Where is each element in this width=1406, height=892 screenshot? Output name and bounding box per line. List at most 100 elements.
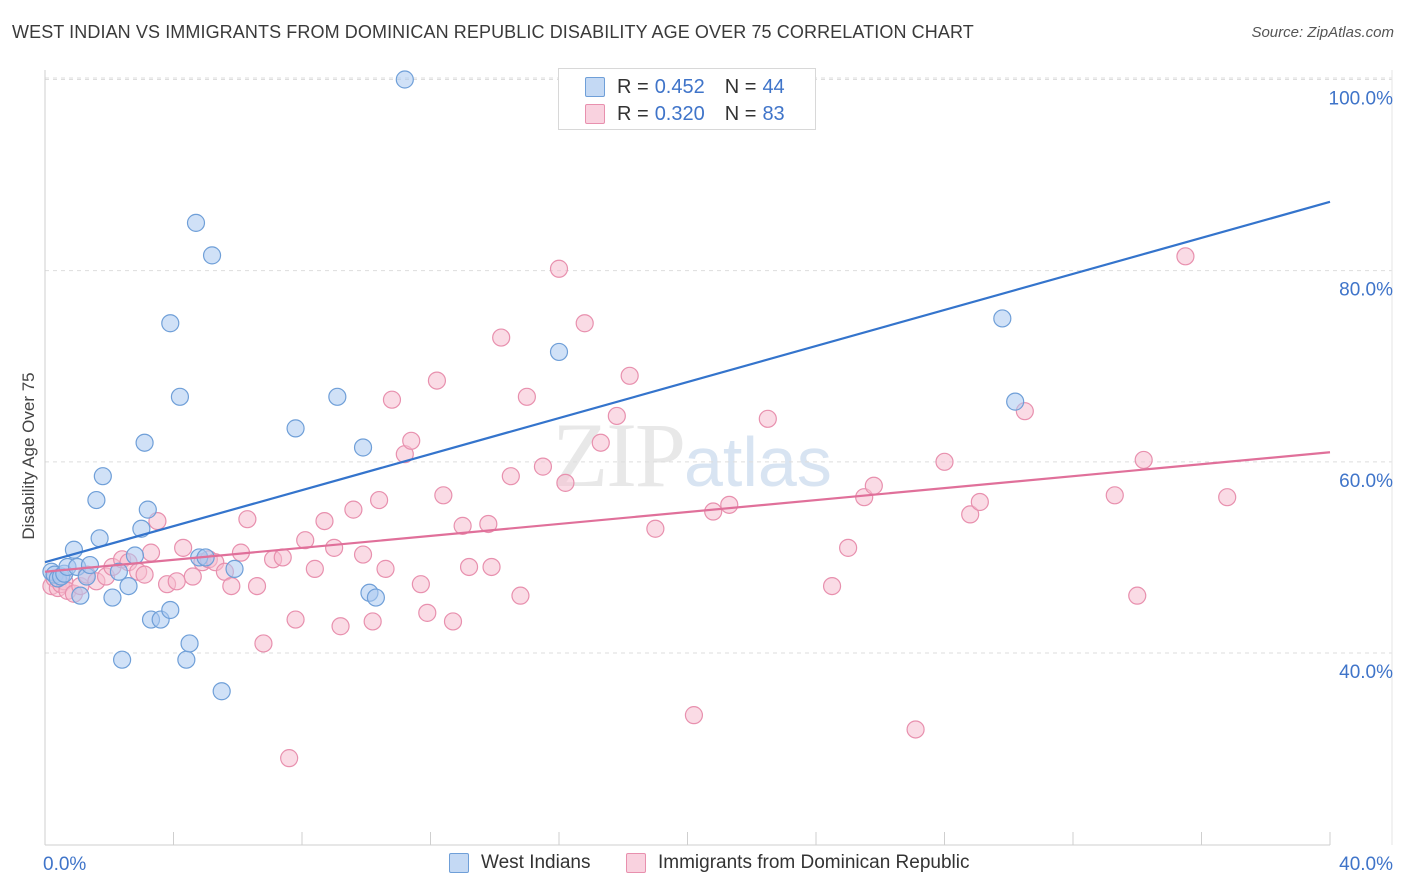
point-dominican: [331, 617, 350, 636]
point-dominican: [459, 557, 479, 577]
point-dominican: [517, 387, 536, 406]
point-dominican: [286, 610, 305, 629]
legend-swatch-blue: [585, 77, 605, 97]
point-dominican: [501, 467, 520, 486]
point-dominican: [411, 575, 430, 594]
point-west-indians: [125, 546, 145, 565]
legend-n-value: 44: [762, 75, 785, 98]
point-dominican: [183, 567, 202, 586]
point-dominican: [427, 371, 447, 390]
y-tick-label: 60.0%: [1339, 471, 1393, 492]
point-dominican: [376, 559, 395, 578]
point-west-indians: [212, 682, 231, 701]
point-dominican: [758, 409, 777, 428]
point-dominican: [418, 603, 437, 622]
point-dominican: [1134, 450, 1153, 470]
point-west-indians: [328, 387, 347, 406]
point-dominican: [402, 431, 421, 450]
grid-lines: [45, 77, 1392, 654]
point-dominican: [273, 548, 292, 567]
point-dominican: [254, 634, 273, 653]
point-dominican: [247, 576, 267, 596]
point-west-indians: [286, 419, 305, 438]
point-dominican: [646, 519, 665, 538]
point-west-indians: [395, 70, 414, 89]
data-points: [42, 70, 1237, 768]
point-west-indians: [170, 387, 190, 406]
point-dominican: [575, 314, 594, 333]
point-dominican: [533, 457, 553, 476]
point-west-indians: [135, 433, 154, 452]
point-dominican: [434, 486, 453, 505]
point-west-indians: [119, 576, 138, 596]
legend-swatch-pink: [626, 853, 646, 873]
point-dominican: [363, 612, 382, 631]
point-west-indians: [366, 588, 385, 607]
point-dominican: [479, 514, 498, 534]
point-dominican: [443, 612, 463, 631]
legend-n-value: 83: [762, 102, 785, 125]
point-dominican: [970, 492, 989, 512]
point-dominican: [135, 565, 154, 584]
x-tick-label: 0.0%: [43, 854, 86, 875]
point-dominican: [344, 500, 363, 519]
legend-item-dominican: Immigrants from Dominican Republic: [626, 852, 970, 874]
point-dominican: [174, 538, 193, 557]
point-dominican: [353, 545, 373, 564]
point-west-indians: [109, 562, 128, 581]
point-dominican: [864, 476, 883, 495]
point-dominican: [511, 586, 530, 605]
point-dominican: [167, 572, 186, 591]
point-dominican: [620, 366, 639, 385]
point-west-indians: [993, 309, 1012, 328]
point-dominican: [591, 433, 610, 452]
point-west-indians: [87, 490, 106, 510]
point-west-indians: [80, 555, 100, 575]
point-west-indians: [93, 467, 112, 486]
point-dominican: [1128, 586, 1147, 605]
point-west-indians: [225, 559, 244, 578]
point-dominican: [906, 720, 925, 739]
point-dominican: [839, 538, 858, 557]
point-dominican: [704, 502, 723, 521]
point-dominican: [822, 576, 842, 596]
point-west-indians: [103, 588, 122, 607]
point-west-indians: [161, 314, 180, 333]
point-dominican: [238, 510, 257, 529]
source-label: Source: ZipAtlas.com: [1251, 24, 1394, 41]
point-dominican: [607, 406, 626, 426]
point-dominican: [556, 473, 575, 492]
point-dominican: [1176, 247, 1195, 266]
chart-title: WEST INDIAN VS IMMIGRANTS FROM DOMINICAN…: [12, 22, 974, 42]
point-dominican: [935, 452, 954, 471]
point-west-indians: [180, 634, 199, 653]
legend-label-west-indians: West Indians: [481, 852, 591, 873]
point-dominican: [492, 328, 511, 347]
point-dominican: [482, 557, 501, 577]
point-west-indians: [161, 600, 180, 620]
trend-lines: [44, 200, 1331, 573]
point-dominican: [961, 505, 980, 524]
point-west-indians: [202, 246, 222, 265]
legend-r-value: 0.320: [654, 102, 705, 125]
point-dominican: [684, 706, 704, 725]
legend-r-label: R =: [617, 75, 649, 98]
y-tick-label: 80.0%: [1339, 280, 1393, 301]
point-dominican: [222, 576, 241, 596]
point-west-indians: [138, 500, 157, 519]
point-dominican: [1105, 486, 1124, 505]
trend-line-west-indians: [44, 200, 1331, 564]
point-dominican: [549, 259, 569, 278]
point-dominican: [141, 543, 161, 562]
y-tick-label: 100.0%: [1329, 89, 1394, 110]
point-west-indians: [549, 342, 569, 362]
point-dominican: [382, 390, 402, 409]
legend-swatch-blue: [449, 853, 469, 873]
trend-line-dominican: [44, 451, 1331, 573]
legend-n-label: N =: [724, 75, 757, 98]
point-dominican: [453, 516, 472, 535]
point-west-indians: [71, 586, 90, 605]
point-dominican: [315, 511, 334, 531]
legend-r-value: 0.452: [654, 75, 705, 98]
